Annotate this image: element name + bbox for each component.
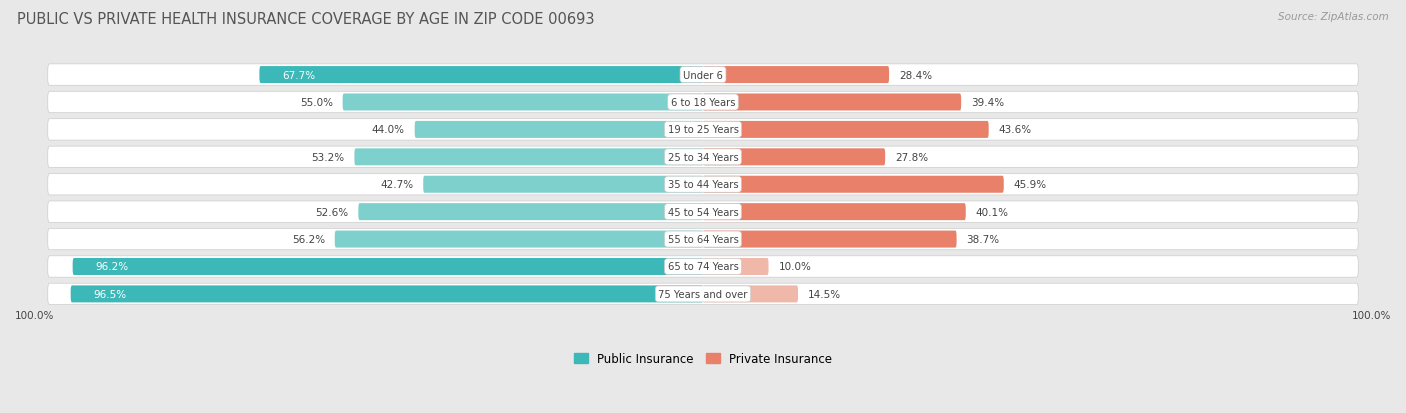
- Text: 25 to 34 Years: 25 to 34 Years: [668, 152, 738, 162]
- Text: 100.0%: 100.0%: [1351, 311, 1391, 320]
- FancyBboxPatch shape: [703, 231, 956, 248]
- Text: 42.7%: 42.7%: [380, 180, 413, 190]
- FancyBboxPatch shape: [703, 67, 889, 84]
- Text: 10.0%: 10.0%: [779, 262, 811, 272]
- Text: 52.6%: 52.6%: [315, 207, 349, 217]
- Text: 38.7%: 38.7%: [966, 235, 1000, 244]
- FancyBboxPatch shape: [48, 202, 1358, 223]
- Text: 45 to 54 Years: 45 to 54 Years: [668, 207, 738, 217]
- FancyBboxPatch shape: [703, 149, 886, 166]
- FancyBboxPatch shape: [48, 174, 1358, 195]
- Text: Under 6: Under 6: [683, 70, 723, 81]
- FancyBboxPatch shape: [703, 286, 799, 303]
- FancyBboxPatch shape: [703, 259, 769, 275]
- FancyBboxPatch shape: [48, 229, 1358, 250]
- Legend: Public Insurance, Private Insurance: Public Insurance, Private Insurance: [569, 347, 837, 370]
- Text: 45.9%: 45.9%: [1014, 180, 1046, 190]
- Text: 44.0%: 44.0%: [371, 125, 405, 135]
- Text: 75 Years and over: 75 Years and over: [658, 289, 748, 299]
- Text: 43.6%: 43.6%: [998, 125, 1032, 135]
- FancyBboxPatch shape: [48, 256, 1358, 278]
- Text: 65 to 74 Years: 65 to 74 Years: [668, 262, 738, 272]
- Text: 28.4%: 28.4%: [898, 70, 932, 81]
- Text: 55 to 64 Years: 55 to 64 Years: [668, 235, 738, 244]
- Text: 67.7%: 67.7%: [283, 70, 315, 81]
- FancyBboxPatch shape: [415, 121, 703, 139]
- FancyBboxPatch shape: [259, 67, 703, 84]
- Text: 27.8%: 27.8%: [896, 152, 928, 162]
- Text: PUBLIC VS PRIVATE HEALTH INSURANCE COVERAGE BY AGE IN ZIP CODE 00693: PUBLIC VS PRIVATE HEALTH INSURANCE COVER…: [17, 12, 595, 27]
- FancyBboxPatch shape: [48, 65, 1358, 86]
- Text: 56.2%: 56.2%: [292, 235, 325, 244]
- Text: 6 to 18 Years: 6 to 18 Years: [671, 98, 735, 108]
- FancyBboxPatch shape: [703, 176, 1004, 193]
- Text: 96.2%: 96.2%: [96, 262, 129, 272]
- FancyBboxPatch shape: [343, 94, 703, 111]
- FancyBboxPatch shape: [703, 204, 966, 221]
- Text: 39.4%: 39.4%: [972, 98, 1004, 108]
- FancyBboxPatch shape: [354, 149, 703, 166]
- Text: 40.1%: 40.1%: [976, 207, 1008, 217]
- Text: 100.0%: 100.0%: [15, 311, 55, 320]
- Text: 96.5%: 96.5%: [94, 289, 127, 299]
- Text: Source: ZipAtlas.com: Source: ZipAtlas.com: [1278, 12, 1389, 22]
- FancyBboxPatch shape: [703, 121, 988, 139]
- FancyBboxPatch shape: [48, 284, 1358, 305]
- Text: 14.5%: 14.5%: [808, 289, 841, 299]
- FancyBboxPatch shape: [70, 286, 703, 303]
- Text: 35 to 44 Years: 35 to 44 Years: [668, 180, 738, 190]
- Text: 53.2%: 53.2%: [312, 152, 344, 162]
- FancyBboxPatch shape: [48, 147, 1358, 168]
- FancyBboxPatch shape: [703, 94, 962, 111]
- FancyBboxPatch shape: [48, 92, 1358, 114]
- FancyBboxPatch shape: [359, 204, 703, 221]
- FancyBboxPatch shape: [48, 119, 1358, 141]
- Text: 55.0%: 55.0%: [299, 98, 333, 108]
- FancyBboxPatch shape: [423, 176, 703, 193]
- FancyBboxPatch shape: [335, 231, 703, 248]
- FancyBboxPatch shape: [73, 259, 703, 275]
- Text: 19 to 25 Years: 19 to 25 Years: [668, 125, 738, 135]
